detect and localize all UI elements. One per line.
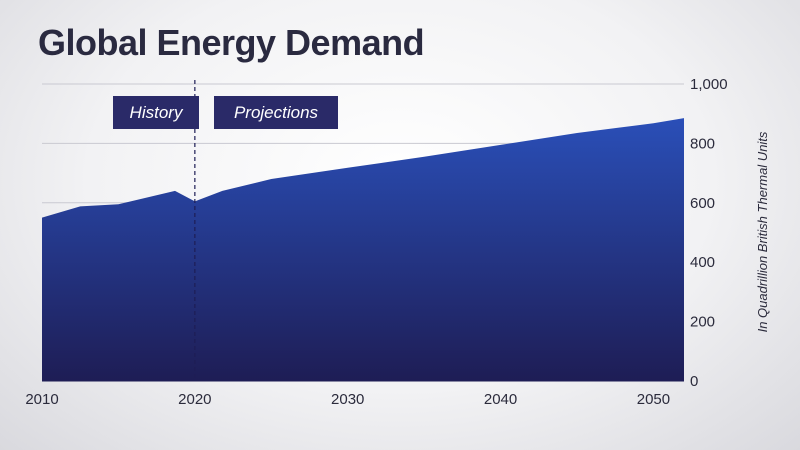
y-tick-label: 200 <box>690 314 715 331</box>
y-tick-label: 0 <box>690 373 698 390</box>
x-tick-label: 2040 <box>484 391 517 408</box>
annotation-layer: History Projections <box>113 80 338 381</box>
y-tick-label: 800 <box>690 135 715 152</box>
y-tick-label: 400 <box>690 254 715 271</box>
annotation-label-history: History <box>130 103 184 122</box>
y-tick-label: 600 <box>690 195 715 212</box>
area-layer <box>42 118 684 381</box>
axis-layer: 0 200 400 600 800 1,000 2010 2020 2030 2040 2050 In… <box>25 76 770 408</box>
x-tick-label: 2010 <box>25 391 58 408</box>
chart-title: Global Energy Demand <box>38 22 425 63</box>
y-tick-label: 1,000 <box>690 76 728 93</box>
x-tick-label: 2030 <box>331 391 364 408</box>
annotation-tag-right <box>214 96 338 129</box>
y-axis-title: In Quadrillion British Thermal Units <box>755 131 770 332</box>
annotation-tag-left <box>113 96 199 129</box>
x-tick-label: 2050 <box>637 391 670 408</box>
series-area <box>42 118 684 381</box>
annotation-label-projections: Projections <box>234 103 319 122</box>
x-tick-label: 2020 <box>178 391 211 408</box>
